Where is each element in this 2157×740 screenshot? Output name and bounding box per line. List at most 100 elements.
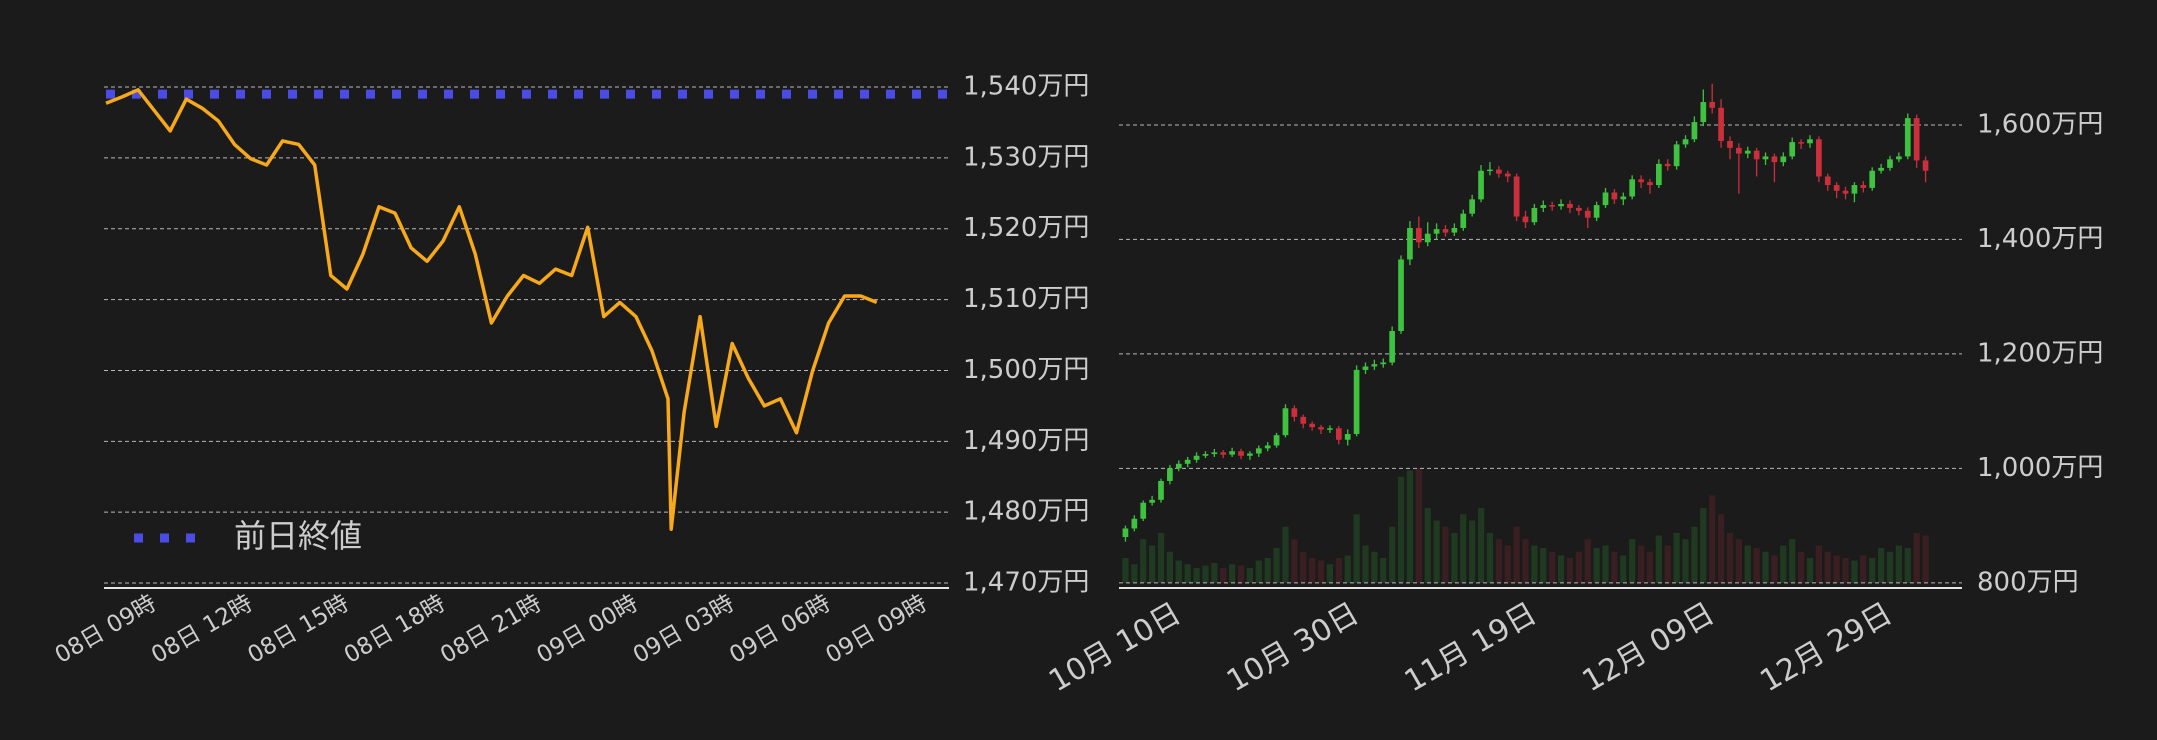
candle-body bbox=[1922, 160, 1929, 171]
volume-bar bbox=[1664, 545, 1671, 583]
volume-bar bbox=[1202, 565, 1209, 583]
volume-bar bbox=[1406, 470, 1414, 583]
candle-body bbox=[1887, 159, 1893, 168]
candle-body bbox=[1220, 452, 1227, 455]
volume-bar bbox=[1593, 548, 1600, 583]
candle-body bbox=[1193, 455, 1200, 460]
candle-body bbox=[1478, 170, 1484, 200]
candle-body bbox=[1753, 150, 1760, 160]
volume-bar bbox=[1833, 555, 1840, 583]
volume-bar bbox=[1237, 565, 1245, 583]
candle-body bbox=[1255, 448, 1262, 454]
candle-body bbox=[1611, 192, 1618, 200]
candle-body bbox=[1344, 434, 1351, 440]
volume-bar bbox=[1424, 508, 1431, 583]
candle-body bbox=[1531, 207, 1538, 223]
y-tick-label: 1,520万円 bbox=[963, 213, 1089, 243]
candle-body bbox=[1816, 139, 1822, 177]
candle-body bbox=[1851, 185, 1858, 194]
volume-bar bbox=[1193, 568, 1200, 583]
volume-bar bbox=[1549, 551, 1556, 583]
candle-body bbox=[1567, 203, 1573, 208]
volume-bar bbox=[1709, 495, 1716, 583]
candle-body bbox=[1860, 185, 1867, 188]
candle-body bbox=[1407, 227, 1413, 260]
volume-bar bbox=[1415, 468, 1422, 583]
candle-body bbox=[1673, 144, 1680, 167]
volume-bar bbox=[1157, 533, 1165, 583]
volume-bar bbox=[1762, 551, 1769, 583]
volume-bar bbox=[1264, 558, 1271, 583]
volume-bar bbox=[1149, 545, 1156, 583]
candle-body bbox=[1913, 118, 1920, 161]
volume-bar bbox=[1184, 564, 1191, 583]
volume-bar bbox=[1220, 568, 1227, 583]
y-tick-label: 1,470万円 bbox=[963, 568, 1089, 598]
volume-bar bbox=[1469, 520, 1476, 583]
volume-bar bbox=[1789, 539, 1796, 583]
volume-bar bbox=[1780, 545, 1787, 583]
volume-bar bbox=[1877, 548, 1885, 583]
candle-body bbox=[1309, 423, 1315, 428]
candle-body bbox=[1175, 463, 1182, 469]
candle-body bbox=[1389, 331, 1395, 363]
candle-body bbox=[1122, 528, 1129, 538]
volume-bar bbox=[1860, 555, 1867, 583]
volume-bar bbox=[1495, 539, 1502, 583]
candle-body bbox=[1131, 518, 1138, 529]
candle-body bbox=[1798, 142, 1804, 144]
volume-bar bbox=[1362, 545, 1369, 583]
volume-bar bbox=[1486, 533, 1494, 583]
candle-body bbox=[1727, 140, 1733, 148]
volume-bar bbox=[1922, 535, 1929, 583]
volume-bar bbox=[1806, 558, 1814, 583]
volume-bar bbox=[1504, 545, 1511, 583]
volume-bar bbox=[1460, 514, 1467, 583]
volume-bar bbox=[1140, 539, 1147, 583]
volume-bar bbox=[1797, 551, 1805, 583]
volume-bar bbox=[1397, 476, 1405, 583]
candle-body bbox=[1353, 369, 1360, 435]
candle-body bbox=[1184, 459, 1191, 464]
volume-bar bbox=[1575, 551, 1582, 583]
candle-body bbox=[1300, 416, 1307, 424]
volume-bar bbox=[1380, 558, 1387, 583]
candle-body bbox=[1558, 203, 1564, 207]
volume-bar bbox=[1353, 514, 1360, 583]
candle-body bbox=[1167, 468, 1173, 481]
volume-bar bbox=[1842, 558, 1849, 583]
volume-bar bbox=[1442, 526, 1449, 583]
candle-body bbox=[1780, 156, 1787, 163]
volume-bar bbox=[1122, 558, 1129, 583]
candle-body bbox=[1700, 102, 1707, 123]
candle-body bbox=[1158, 480, 1164, 500]
candle-body bbox=[1807, 139, 1813, 144]
volume-bar bbox=[1557, 555, 1565, 583]
candle-body bbox=[1647, 182, 1653, 186]
volume-bar bbox=[1904, 548, 1911, 583]
y-tick-label: 1,530万円 bbox=[963, 142, 1089, 172]
volume-bar bbox=[1815, 545, 1822, 583]
candle-body bbox=[1584, 210, 1591, 218]
candle-body bbox=[1638, 179, 1644, 183]
candle-body bbox=[1247, 453, 1253, 456]
y-tick-label: 800万円 bbox=[1977, 567, 2079, 597]
y-tick-label: 1,600万円 bbox=[1977, 109, 2103, 139]
candle-body bbox=[1460, 213, 1467, 228]
candle-body bbox=[1513, 176, 1520, 217]
candle-body bbox=[1682, 139, 1689, 145]
volume-bar bbox=[1317, 560, 1325, 583]
candle-body bbox=[1504, 173, 1511, 177]
candle-body bbox=[1327, 428, 1333, 430]
y-tick-label: 1,540万円 bbox=[963, 72, 1089, 102]
candle-body bbox=[1824, 176, 1831, 186]
volume-bar bbox=[1282, 526, 1289, 583]
candle-body bbox=[1593, 205, 1600, 218]
candle-body bbox=[1575, 207, 1582, 211]
candle-body bbox=[1487, 169, 1493, 172]
candle-body bbox=[1878, 167, 1884, 171]
volume-bar bbox=[1771, 555, 1778, 583]
volume-bar bbox=[1717, 514, 1725, 583]
volume-bar bbox=[1646, 551, 1654, 583]
